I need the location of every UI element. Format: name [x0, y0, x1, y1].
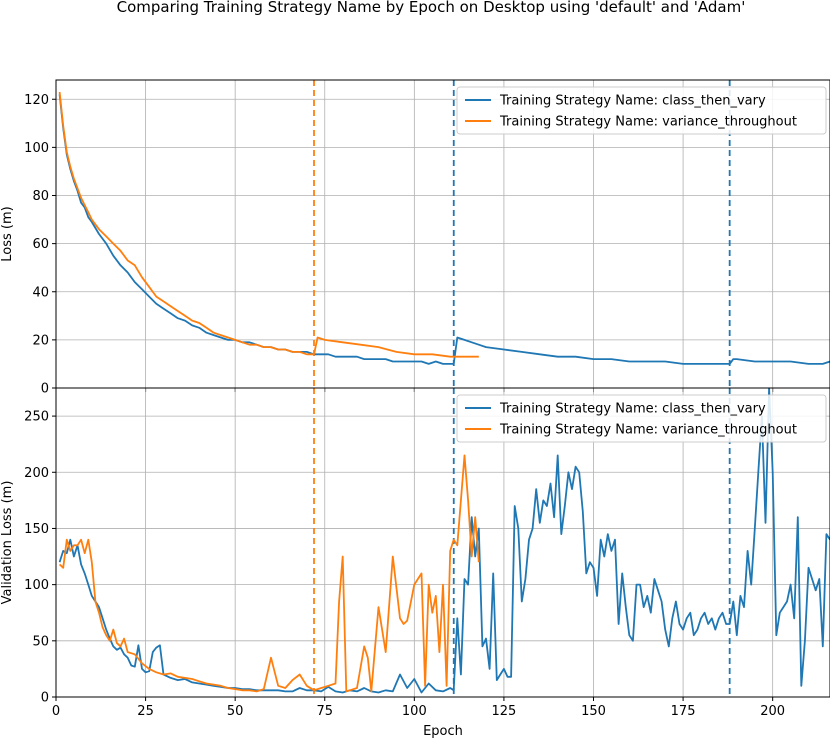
y-tick-label: 40 [32, 285, 49, 300]
series-line-variance_throughout [58, 91, 479, 358]
x-tick-label: 175 [671, 704, 696, 719]
y-tick-label: 250 [24, 410, 49, 425]
y-tick-label: 0 [41, 382, 49, 397]
x-tick-label: 100 [402, 704, 427, 719]
y-tick-label: 60 [32, 237, 49, 252]
series-line-class_then_vary [58, 94, 830, 365]
x-tick-label: 0 [52, 704, 60, 719]
legend-label-class_then_vary: Training Strategy Name: class_then_vary [499, 402, 766, 417]
x-tick-label: 150 [581, 704, 606, 719]
y-tick-label: 100 [24, 578, 49, 593]
x-tick-label: 75 [316, 704, 333, 719]
subplot-1: 0 20 40 60 80 100 120 Loss (m) Training Strategy… [0, 79, 830, 397]
y-tick-label: 80 [32, 189, 49, 204]
legend-box [456, 86, 827, 135]
subplot-2: 0 50 100 150 200 250 Validation Loss (m) 0 25 50 7… [0, 387, 830, 719]
x-tick-label: 125 [492, 704, 517, 719]
y-tick-label: 20 [32, 333, 49, 348]
legend: Training Strategy Name: class_then_vary T… [456, 86, 827, 135]
y-tick-label: 0 [41, 691, 49, 706]
chart-title: Comparing Training Strategy Name by Epoc… [117, 0, 746, 16]
y-tick-label: 50 [32, 634, 49, 649]
legend-box [456, 394, 827, 443]
y-tick-label: 100 [24, 141, 49, 156]
y-tick-label: 150 [24, 522, 49, 537]
legend-label-class_then_vary: Training Strategy Name: class_then_vary [499, 94, 766, 109]
plot-frame [55, 387, 830, 698]
legend: Training Strategy Name: class_then_vary T… [456, 394, 827, 443]
series-line-variance_throughout [58, 454, 480, 693]
y-axis-label: Loss (m) [0, 206, 15, 261]
x-tick-label: 200 [760, 704, 785, 719]
x-axis-label: Epoch [423, 724, 463, 739]
y-tick-label: 120 [24, 93, 49, 108]
legend-label-variance_throughout: Training Strategy Name: variance_through… [499, 115, 797, 130]
y-axis-label: Validation Loss (m) [0, 481, 15, 605]
legend-label-variance_throughout: Training Strategy Name: variance_through… [499, 423, 797, 438]
x-tick-label: 50 [227, 704, 244, 719]
x-tick-label: 25 [137, 704, 154, 719]
y-tick-label: 200 [24, 466, 49, 481]
